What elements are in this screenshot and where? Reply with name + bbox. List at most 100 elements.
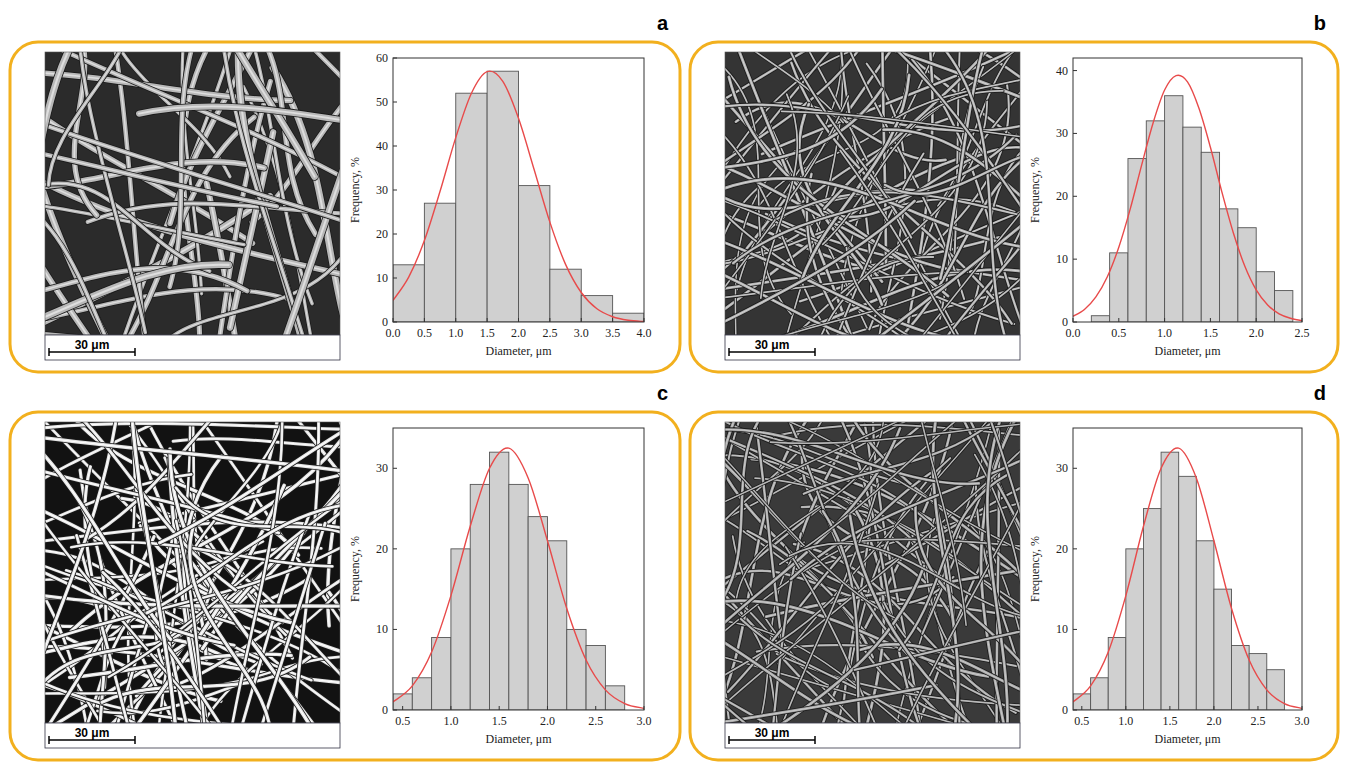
- y-tick: [1073, 629, 1077, 630]
- x-tick-label: 2.0: [540, 714, 555, 728]
- fiber: [885, 150, 1020, 194]
- fiber-highlight: [45, 119, 277, 206]
- marks: [393, 448, 644, 710]
- fiber-shadow: [761, 94, 798, 298]
- x-tick-label: 1.5: [1162, 714, 1177, 728]
- y-tick-label: 10: [1056, 252, 1068, 266]
- fiber-shadow: [940, 52, 1020, 279]
- y-tick: [1073, 133, 1077, 134]
- histogram-bar: [490, 452, 509, 710]
- x-tick: [424, 318, 425, 322]
- scale-bar-end: [48, 348, 50, 356]
- fiber-highlight: [927, 52, 1020, 335]
- fiber-shadow: [45, 180, 163, 335]
- fiber-shadow: [855, 621, 1020, 670]
- y-tick-label: 30: [376, 183, 388, 197]
- marks: [393, 71, 644, 322]
- fiber-highlight: [45, 180, 163, 335]
- x-tick: [1257, 706, 1258, 710]
- x-tick-label: 2.5: [1250, 714, 1265, 728]
- histogram-bar: [1196, 541, 1214, 710]
- fiber: [130, 422, 177, 723]
- fiber-highlight: [770, 422, 1020, 443]
- fiber-highlight: [838, 595, 1020, 723]
- x-tick: [547, 706, 548, 710]
- histogram-bar: [1091, 316, 1109, 322]
- fiber-highlight: [761, 94, 798, 298]
- fit-curve: [1073, 75, 1302, 321]
- sem-border: [45, 422, 340, 723]
- fiber-highlight: [190, 522, 272, 723]
- fiber-highlight: [103, 572, 320, 723]
- x-tick: [1169, 706, 1170, 710]
- y-tick-label: 30: [376, 461, 388, 475]
- fiber-highlight: [87, 422, 336, 539]
- fiber-shadow: [725, 422, 774, 606]
- y-tick-label: 10: [376, 622, 388, 636]
- plot-frame: [393, 428, 644, 710]
- fiber-highlight: [801, 75, 909, 282]
- fiber-shadow: [894, 52, 1020, 120]
- fiber: [850, 516, 1020, 723]
- plot-background: [393, 58, 644, 322]
- fiber-highlight: [147, 506, 340, 613]
- fiber-shadow: [885, 150, 1020, 194]
- histogram-bar: [547, 541, 566, 710]
- fiber: [801, 75, 909, 282]
- x-tick-label: 4.0: [637, 326, 652, 340]
- y-axis-title: Frequency, %: [348, 157, 362, 223]
- fiber: [838, 595, 1020, 723]
- fiber-highlight: [772, 484, 879, 723]
- y-tick-label: 60: [376, 51, 388, 65]
- x-tick: [1302, 318, 1303, 322]
- fiber-highlight: [224, 422, 282, 723]
- x-axis-title: Diameter, μm: [486, 732, 553, 746]
- fiber: [45, 429, 340, 476]
- fiber: [772, 484, 879, 723]
- sem-image: [725, 422, 1020, 723]
- fiber-highlight: [45, 119, 340, 234]
- fiber: [884, 130, 1021, 255]
- fiber-highlight: [725, 140, 949, 270]
- fiber-highlight: [45, 518, 234, 645]
- y-tick: [1073, 70, 1077, 71]
- scale-bar-end: [728, 736, 730, 744]
- fiber-highlight: [725, 201, 915, 335]
- x-axis-title: Diameter, μm: [486, 344, 553, 358]
- fiber-shadow: [87, 422, 336, 539]
- y-tick-label: 10: [376, 271, 388, 285]
- y-tick: [393, 234, 397, 235]
- y-tick-label: 30: [1056, 126, 1068, 140]
- fiber: [725, 201, 915, 335]
- fiber-highlight: [790, 543, 1021, 619]
- scale-bar-label: 30 μm: [755, 338, 790, 352]
- fiber-highlight: [49, 52, 140, 185]
- fiber: [49, 52, 140, 185]
- fiber: [45, 180, 163, 335]
- y-tick: [393, 548, 397, 549]
- fiber: [725, 52, 927, 253]
- fiber-shadow: [933, 422, 958, 723]
- y-tick-label: 40: [1056, 64, 1068, 78]
- histogram-bar: [1179, 476, 1197, 710]
- fiber: [45, 119, 277, 206]
- fit-curve: [1073, 448, 1302, 708]
- fiber-shadow: [772, 484, 879, 723]
- y-tick: [393, 322, 397, 323]
- marks: [1073, 448, 1302, 710]
- x-tick-label: 1.0: [448, 326, 463, 340]
- fiber-highlight: [928, 422, 1020, 559]
- y-axis-title: Frequency, %: [1028, 157, 1042, 223]
- x-tick: [1164, 318, 1165, 322]
- x-tick-label: 2.5: [588, 714, 603, 728]
- fiber-highlight: [884, 130, 1021, 255]
- fiber: [855, 621, 1020, 670]
- x-tick-label: 0.5: [395, 714, 410, 728]
- fiber-highlight: [160, 422, 340, 543]
- panel-label: b: [1314, 12, 1326, 34]
- fiber: [725, 422, 781, 639]
- fiber-highlight: [725, 422, 1020, 514]
- scale-bar-end: [134, 736, 136, 744]
- fiber: [103, 572, 320, 723]
- fiber-shadow: [167, 223, 341, 335]
